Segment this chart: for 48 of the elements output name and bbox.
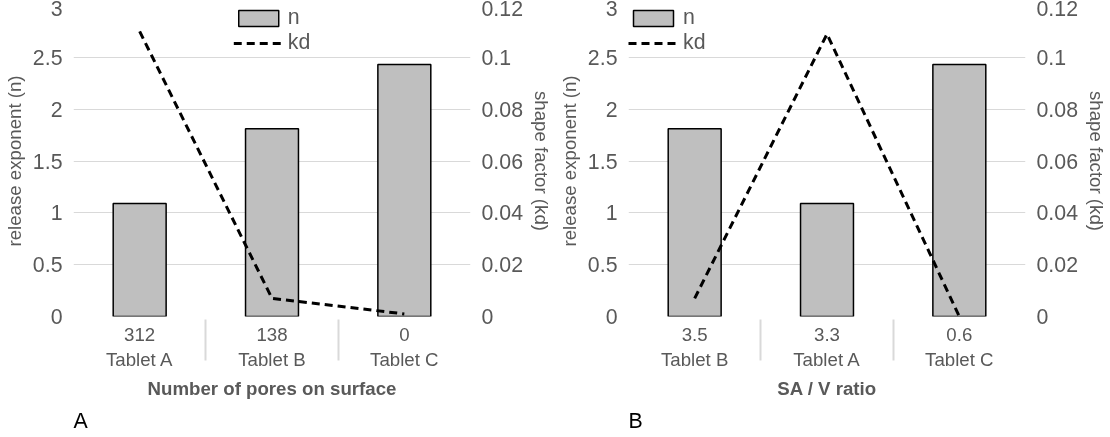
x-axis-title: SA / V ratio xyxy=(777,377,877,399)
y-tick-label: 2.5 xyxy=(587,45,618,70)
bar xyxy=(112,202,167,317)
y-tick-label: 2 xyxy=(605,97,618,122)
y2-tick-label: 0.1 xyxy=(481,45,512,70)
y2-tick-label: 0.04 xyxy=(1036,201,1079,226)
legend-label: kd xyxy=(287,30,311,55)
y-tick-label: 1.5 xyxy=(32,149,63,174)
y2-tick-label: 0 xyxy=(1036,305,1049,329)
category-label: 3.3 Tablet A xyxy=(793,323,860,370)
y2-tick-label: 0.02 xyxy=(481,253,524,278)
legend-label: kd xyxy=(683,30,706,55)
y-axis-title: release exponent (n) xyxy=(3,75,25,247)
y2-tick-label: 0.04 xyxy=(481,201,524,226)
y-tick-label: 0 xyxy=(605,305,618,329)
y2-tick-label: 0 xyxy=(481,305,494,329)
y-tick-label: 3 xyxy=(50,0,63,21)
y-tick-label: 1.5 xyxy=(587,149,618,174)
y-tick-label: 1 xyxy=(50,201,63,226)
text: B xyxy=(628,408,643,433)
y-tick-label: 0 xyxy=(50,305,63,329)
bar xyxy=(799,202,855,317)
y-tick-label: 1 xyxy=(605,201,618,226)
y2-tick-label: 0.12 xyxy=(1036,0,1079,21)
legend-label: n xyxy=(683,5,696,30)
y2-tick-label: 0.06 xyxy=(481,149,524,174)
category-label: 0.6 Tablet C xyxy=(925,323,994,370)
y-tick-label: 0.5 xyxy=(587,253,618,278)
y2-tick-label: 0.08 xyxy=(481,97,524,122)
y-tick-label: 3 xyxy=(605,0,618,21)
y2-tick-label: 0.02 xyxy=(1036,253,1079,278)
category-label: 138 Tablet B xyxy=(238,323,306,370)
y2-tick-label: 0.1 xyxy=(1036,45,1067,70)
x-axis-title: Number of pores on surface xyxy=(147,377,397,399)
category-label: 0 Tablet C xyxy=(370,323,439,370)
legend-label: n xyxy=(287,5,301,30)
y2-tick-label: 0.08 xyxy=(1036,97,1079,122)
y-axis-title: release exponent (n) xyxy=(558,75,580,247)
y-tick-label: 2 xyxy=(50,97,63,122)
text: A xyxy=(73,408,89,433)
y-tick-label: 0.5 xyxy=(32,253,63,278)
category-label: 312 Tablet A xyxy=(105,323,173,370)
y2-tick-label: 0.12 xyxy=(481,0,524,21)
y2-axis-title: shape factor (kd) xyxy=(1086,91,1108,232)
y2-tick-label: 0.06 xyxy=(1036,149,1079,174)
y2-axis-title: shape factor (kd) xyxy=(531,91,553,232)
y-tick-label: 2.5 xyxy=(32,45,63,70)
category-label: 3.5 Tablet B xyxy=(660,323,729,370)
